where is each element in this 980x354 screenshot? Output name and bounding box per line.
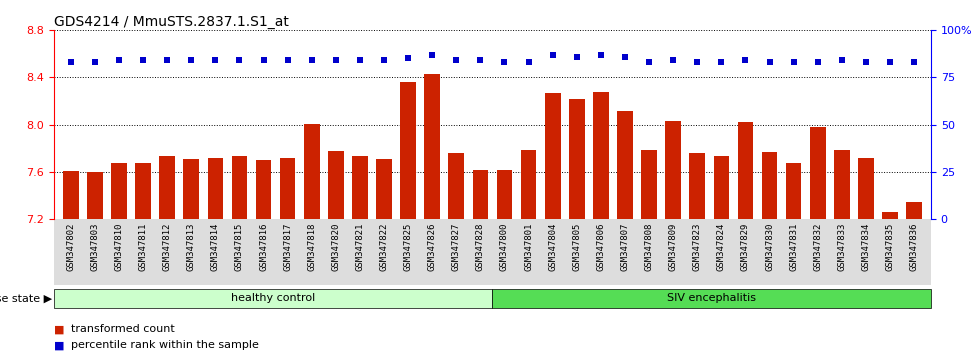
Bar [231,155,247,219]
Bar [87,172,103,219]
Bar [809,127,825,219]
Bar [858,158,874,219]
Point [449,58,465,63]
Bar [569,99,585,219]
Point [641,59,657,65]
Text: SIV encephalitis: SIV encephalitis [667,293,757,303]
Point [400,56,416,61]
Bar [328,151,344,219]
Point [160,58,175,63]
Text: transformed count: transformed count [71,324,174,334]
Bar [786,163,802,219]
Point [761,59,777,65]
Point [63,59,78,65]
Text: percentile rank within the sample: percentile rank within the sample [71,340,259,350]
Bar [111,163,126,219]
Point [328,58,344,63]
Point [472,58,488,63]
Point [738,58,754,63]
Point [665,58,681,63]
Bar [208,158,223,219]
Point [135,58,151,63]
Bar [545,93,561,219]
Bar [472,170,488,219]
Text: healthy control: healthy control [231,293,316,303]
Bar [738,122,754,219]
Bar [906,202,922,219]
Point [834,58,850,63]
Point [183,58,199,63]
Bar [520,150,536,219]
Bar [834,150,850,219]
Point [111,58,126,63]
Point [689,59,705,65]
Bar [497,170,513,219]
Bar [761,152,777,219]
Bar [400,82,416,219]
Point [208,58,223,63]
Bar [376,159,392,219]
Bar [280,158,295,219]
Bar [882,212,898,219]
Point [809,59,825,65]
Point [304,58,319,63]
Point [593,52,609,58]
Bar [256,160,271,219]
Point [713,59,729,65]
Point [858,59,874,65]
Point [497,59,513,65]
Point [520,59,536,65]
Text: ■: ■ [54,324,65,334]
Bar [160,155,175,219]
Bar [135,163,151,219]
Point [352,58,368,63]
Bar [593,92,609,219]
Point [256,58,271,63]
Point [545,52,561,58]
Bar [690,153,705,219]
Bar [617,110,633,219]
Point [882,59,898,65]
Bar [183,159,199,219]
Point [231,58,247,63]
Bar [304,124,319,219]
Bar [641,150,657,219]
Point [280,58,296,63]
Point [617,54,633,59]
Point [424,52,440,58]
Bar [713,155,729,219]
Bar [449,153,465,219]
Text: GDS4214 / MmuSTS.2837.1.S1_at: GDS4214 / MmuSTS.2837.1.S1_at [54,15,289,29]
Point [87,59,103,65]
Point [906,59,922,65]
Text: disease state ▶: disease state ▶ [0,293,52,303]
Point [569,54,585,59]
Bar [424,74,440,219]
Bar [665,121,681,219]
Point [376,58,392,63]
Point [786,59,802,65]
Bar [352,155,368,219]
Text: ■: ■ [54,340,65,350]
Bar [63,171,78,219]
